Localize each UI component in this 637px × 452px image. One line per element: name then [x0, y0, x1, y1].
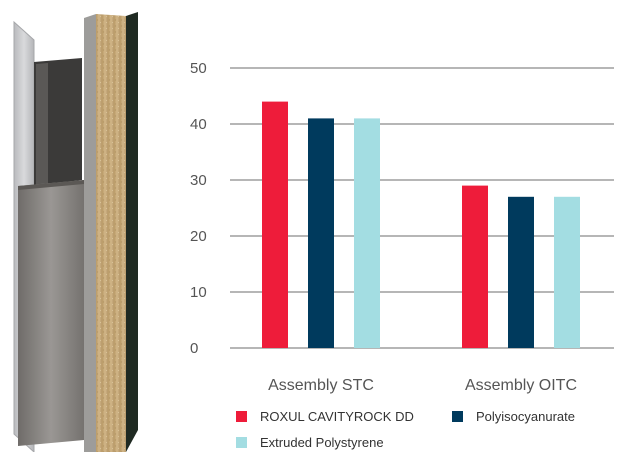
bar-2-2 [508, 196, 534, 348]
legend: ROXUL CAVITYROCK DD Polyisocyanurate Extru… [236, 409, 575, 450]
bar-3-1 [354, 118, 380, 349]
legend-swatch [236, 411, 247, 422]
category-label: Assembly STC [268, 377, 374, 394]
bars [262, 101, 580, 349]
steel-stud-lower [18, 180, 84, 446]
y-tick-label: 10 [190, 284, 207, 301]
y-tick-labels: 0 10 20 30 40 50 [190, 60, 207, 357]
sheathing-board [84, 14, 96, 452]
legend-item-2: Polyisocyanurate [452, 409, 575, 424]
legend-item-1: ROXUL CAVITYROCK DD [236, 409, 414, 424]
y-tick-label: 20 [190, 228, 207, 245]
bar-1-2 [462, 185, 488, 348]
bar-1-1 [262, 101, 288, 348]
air-barrier-membrane [126, 12, 138, 452]
wall-assembly-illustration [13, 12, 138, 452]
y-tick-label: 30 [190, 172, 207, 189]
mineral-wool-insulation [96, 14, 126, 452]
category-label: Assembly OITC [465, 377, 577, 394]
legend-swatch [236, 437, 247, 448]
y-tick-label: 40 [190, 116, 207, 133]
legend-label: Extruded Polystyrene [260, 435, 384, 450]
legend-label: ROXUL CAVITYROCK DD [260, 409, 414, 424]
y-tick-label: 50 [190, 60, 207, 77]
bar-2-1 [308, 118, 334, 349]
category-labels: Assembly STC Assembly OITC [268, 377, 577, 394]
legend-item-3: Extruded Polystyrene [236, 435, 384, 450]
bar-3-2 [554, 196, 580, 348]
gridlines [230, 67, 614, 349]
stud-flange-upper [36, 63, 48, 185]
y-tick-label: 0 [190, 340, 198, 357]
legend-label: Polyisocyanurate [476, 409, 575, 424]
legend-swatch [452, 411, 463, 422]
stud-edge [18, 180, 84, 190]
